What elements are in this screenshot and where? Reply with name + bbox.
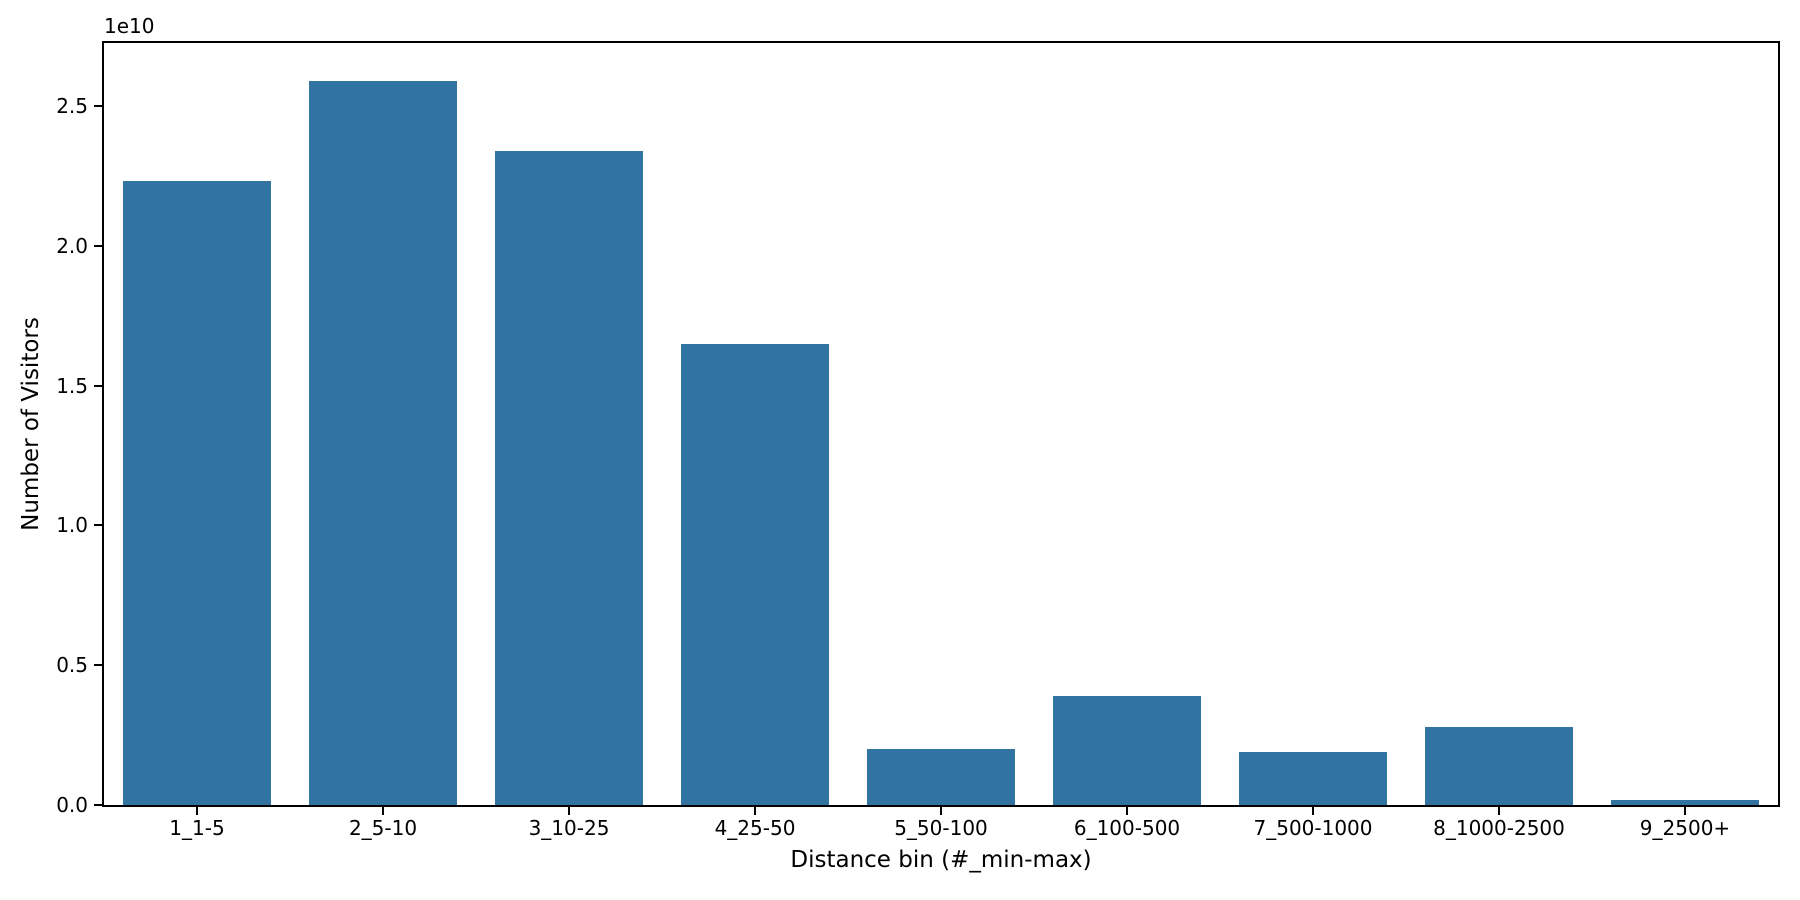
bar-5_50-100	[866, 749, 1016, 805]
x-axis-label: Distance bin (#_min-max)	[790, 847, 1092, 873]
bar-7_500-1000	[1238, 751, 1388, 805]
y-tick-label: 0.5	[56, 653, 88, 678]
x-tick-label: 8_1000-2500	[1433, 816, 1565, 840]
x-tick-mark	[568, 807, 570, 815]
y-axis-offset-label: 1e10	[104, 14, 155, 38]
x-tick-label: 2_5-10	[348, 816, 418, 840]
x-tick-mark	[1684, 807, 1686, 815]
y-tick-label: 1.5	[56, 373, 88, 398]
y-axis-label: Number of Visitors	[18, 317, 44, 531]
bar-1_1-5	[122, 181, 272, 805]
bar-9_2500+	[1610, 799, 1760, 805]
x-tick-label: 6_100-500	[1073, 816, 1181, 840]
bar-4_25-50	[680, 343, 830, 805]
x-tick-label: 9_2500+	[1639, 816, 1731, 840]
x-tick-label: 7_500-1000	[1253, 816, 1373, 840]
x-tick-label: 1_1-5	[169, 816, 225, 840]
plot-area	[102, 41, 1780, 807]
x-tick-mark	[940, 807, 942, 815]
y-tick-mark	[94, 804, 102, 806]
x-tick-mark	[196, 807, 198, 815]
y-tick-label: 1.0	[56, 513, 88, 538]
bar-6_100-500	[1052, 695, 1202, 805]
y-tick-mark	[94, 104, 102, 107]
x-tick-mark	[1312, 807, 1314, 815]
y-tick-label: 0.0	[56, 793, 88, 817]
x-tick-mark	[382, 807, 384, 815]
x-tick-label: 5_50-100	[894, 816, 988, 840]
x-tick-mark	[754, 807, 756, 815]
y-tick-label: 2.0	[56, 233, 88, 258]
y-tick-mark	[94, 524, 102, 527]
y-tick-mark	[94, 244, 102, 247]
x-tick-label: 4_25-50	[714, 816, 796, 840]
bar-8_1000-2500	[1424, 726, 1574, 805]
x-tick-mark	[1498, 807, 1500, 815]
y-tick-mark	[94, 384, 102, 387]
x-tick-label: 3_10-25	[528, 816, 610, 840]
y-tick-label: 2.5	[56, 93, 88, 118]
bar-2_5-10	[308, 80, 458, 805]
bar-3_10-25	[494, 150, 644, 805]
x-tick-mark	[1126, 807, 1128, 815]
y-tick-mark	[94, 664, 102, 667]
